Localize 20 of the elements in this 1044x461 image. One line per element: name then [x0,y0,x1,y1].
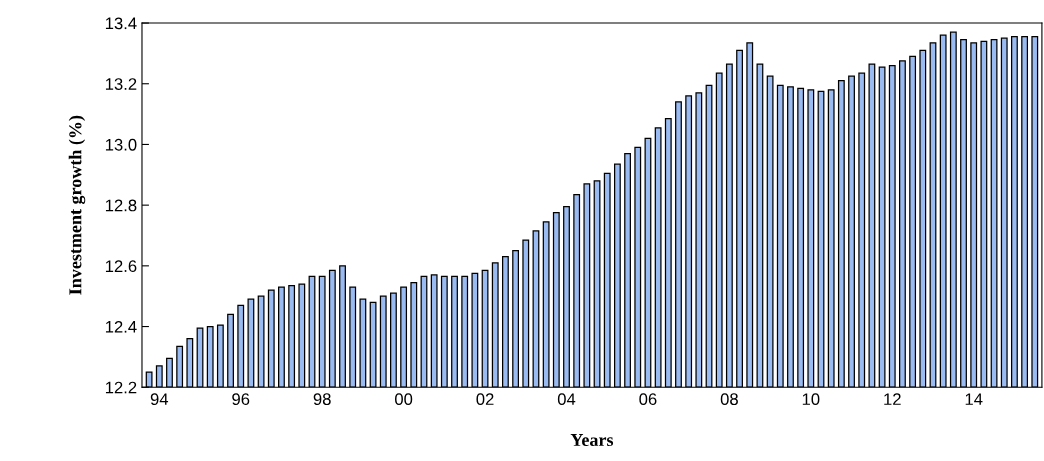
x-tick-label: 00 [395,393,413,406]
x-tick-label: 06 [639,393,657,406]
x-tick-label: 08 [720,393,738,406]
x-tick-label: 96 [232,393,250,406]
y-tick-label: 12.2 [105,381,137,394]
y-tick-label: 13.0 [105,138,137,151]
y-tick-label: 13.4 [105,17,137,30]
y-tick-label: 12.8 [105,199,137,212]
x-tick-label: 98 [313,393,331,406]
y-axis-title: Investment growth (%) [68,115,86,295]
y-tick-label: 12.4 [105,320,137,333]
y-tick-label: 13.2 [105,78,137,90]
x-axis-title: Years [570,434,614,447]
x-tick-label: 94 [150,393,169,406]
x-tick-label: 14 [965,393,983,405]
y-tick-label: 12.6 [105,260,137,273]
x-tick-label: 12 [884,393,901,405]
x-tick-label: 02 [476,393,494,406]
x-tick-label: 10 [802,393,820,406]
x-tick-label: 04 [557,393,576,406]
